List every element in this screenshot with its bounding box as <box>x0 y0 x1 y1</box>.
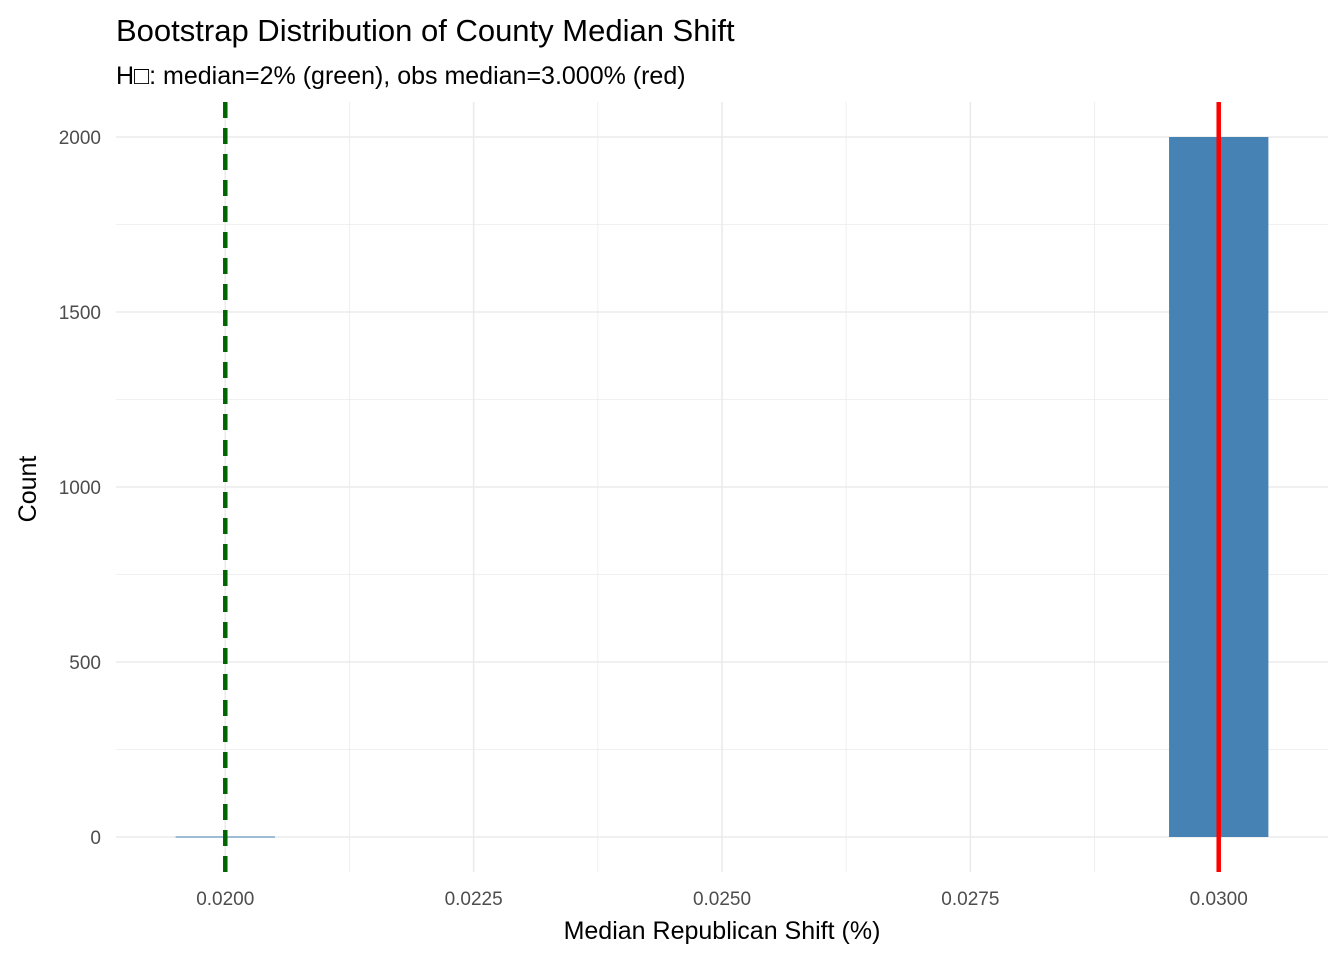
x-tick-label: 0.0200 <box>196 889 254 910</box>
x-tick-label: 0.0250 <box>693 889 751 910</box>
tick-labels: 0.0200 0.0225 0.0250 0.0275 0.0300 0 500 1000 15… <box>59 128 1248 910</box>
y-tick-label: 2000 <box>59 128 101 149</box>
x-tick-label: 0.0300 <box>1190 889 1248 910</box>
y-tick-label: 1500 <box>59 303 101 324</box>
chart-title: Bootstrap Distribution of County Median … <box>116 13 735 48</box>
grid-lines <box>116 102 1328 872</box>
chart-subtitle: H□: median=2% (green), obs median=3.000%… <box>116 62 686 90</box>
y-tick-label: 500 <box>69 653 101 674</box>
y-tick-label: 1000 <box>59 478 101 499</box>
x-tick-label: 0.0225 <box>445 889 503 910</box>
y-tick-label: 0 <box>90 828 101 849</box>
reference-lines <box>223 102 1221 872</box>
x-tick-label: 0.0275 <box>941 889 999 910</box>
y-axis-title: Count <box>14 456 42 523</box>
x-axis-title: Median Republican Shift (%) <box>564 917 881 945</box>
